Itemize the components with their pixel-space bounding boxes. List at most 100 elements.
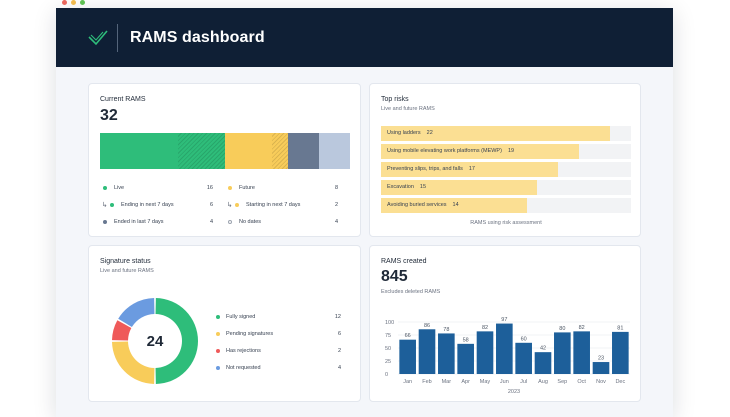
risk-label: Preventing slips, trips, and falls 17 xyxy=(387,166,475,172)
legend-dot-icon xyxy=(216,315,220,319)
legend-item[interactable]: Live 16 xyxy=(100,185,225,191)
stack-segment[interactable] xyxy=(287,133,319,169)
x-tick-label: Jan xyxy=(403,379,412,385)
legend-item[interactable]: Future 8 xyxy=(225,185,350,191)
bar[interactable] xyxy=(476,331,494,374)
risk-label: Excavation 15 xyxy=(387,184,426,190)
y-tick-label: 75 xyxy=(385,333,391,339)
legend-label: Has rejections xyxy=(226,348,261,354)
risk-bar[interactable]: Preventing slips, trips, and falls 17 xyxy=(381,162,631,177)
y-tick-label: 0 xyxy=(385,372,388,378)
bar[interactable] xyxy=(399,339,416,374)
top-risks-card[interactable]: Top risks Live and future RAMS Using lad… xyxy=(369,83,641,237)
bar[interactable] xyxy=(438,333,455,374)
x-tick-label: Nov xyxy=(596,379,606,385)
bar[interactable] xyxy=(554,332,571,374)
legend-dot-icon xyxy=(102,220,107,224)
bar-value-label: 81 xyxy=(617,325,623,331)
legend-label: Not requested xyxy=(226,365,261,371)
sub-arrow-icon: ↳ xyxy=(225,201,241,209)
x-tick-label: Jul xyxy=(520,379,527,385)
legend-dot-icon xyxy=(227,220,232,224)
minimize-dot[interactable] xyxy=(71,0,76,5)
legend-label: Starting in next 7 days xyxy=(246,202,301,208)
legend-marker xyxy=(100,220,109,224)
legend-label: No dates xyxy=(239,219,262,225)
risk-bar-fill xyxy=(381,162,559,177)
stack-segment[interactable] xyxy=(271,133,288,169)
signature-legend-item[interactable]: Pending signatures 6 xyxy=(216,328,341,340)
bar-value-label: 66 xyxy=(405,333,411,339)
donut-slice[interactable] xyxy=(155,298,198,384)
signature-legend-item[interactable]: Fully signed 12 xyxy=(216,311,341,323)
bar[interactable] xyxy=(457,343,474,374)
risk-label: Avoiding buried services 14 xyxy=(387,202,459,208)
risk-bar-fill xyxy=(381,180,538,195)
signature-legend-item[interactable]: Not requested 4 xyxy=(216,362,341,374)
legend-dot-icon xyxy=(235,203,240,207)
x-tick-label: Apr xyxy=(461,379,470,385)
x-tick-label: Sep xyxy=(557,379,567,385)
signature-status-title: Signature status xyxy=(100,258,151,265)
legend-item[interactable]: ↳ Starting in next 7 days 2 xyxy=(225,201,350,209)
risk-label: Using mobile elevating work platforms (M… xyxy=(387,148,514,154)
stack-segment[interactable] xyxy=(178,133,225,169)
bar-value-label: 58 xyxy=(463,337,469,343)
risk-bar[interactable]: Using mobile elevating work platforms (M… xyxy=(381,144,631,159)
dashboard-window: RAMS dashboard Current RAMS 32 Live 16 Fut… xyxy=(56,8,673,417)
signature-donut-chart[interactable]: 24 xyxy=(110,296,200,386)
stack-segment[interactable] xyxy=(100,133,179,169)
page-title: RAMS dashboard xyxy=(130,28,265,46)
risk-bar-fill xyxy=(381,198,527,213)
sub-arrow-icon: ↳ xyxy=(100,201,116,209)
bar[interactable] xyxy=(418,329,436,374)
risk-name: Avoiding buried services xyxy=(387,202,447,208)
signature-legend-item[interactable]: Has rejections 2 xyxy=(216,345,341,357)
signature-status-card[interactable]: Signature status Live and future RAMS 24… xyxy=(88,245,361,402)
rams-created-subtitle: Excludes deleted RAMS xyxy=(381,289,441,295)
bar[interactable] xyxy=(496,323,513,374)
stack-segment[interactable] xyxy=(225,133,272,169)
bar[interactable] xyxy=(515,342,532,374)
header-divider xyxy=(117,23,118,52)
legend-dot-icon xyxy=(110,203,115,207)
bar-value-label: 78 xyxy=(443,327,449,333)
risk-bar[interactable]: Excavation 15 xyxy=(381,180,631,195)
legend-item[interactable]: No dates 4 xyxy=(225,219,350,225)
x-tick-label: Jun xyxy=(500,379,509,385)
bar[interactable] xyxy=(534,352,552,374)
top-risks-list: Using ladders 22 Using mobile elevating wo… xyxy=(381,126,631,216)
legend-value: 16 xyxy=(206,185,213,191)
donut-slice[interactable] xyxy=(112,341,155,384)
risk-bar[interactable]: Avoiding buried services 14 xyxy=(381,198,631,213)
current-rams-card[interactable]: Current RAMS 32 Live 16 Future 8 ↳ Ending in … xyxy=(88,83,361,237)
maximize-dot[interactable] xyxy=(80,0,85,5)
current-rams-stacked-bar[interactable] xyxy=(100,133,350,169)
legend-item[interactable]: Ended in last 7 days 4 xyxy=(100,219,225,225)
stack-segment[interactable] xyxy=(318,133,350,169)
x-axis-label: 2023 xyxy=(508,389,520,395)
bar[interactable] xyxy=(592,362,610,374)
bar[interactable] xyxy=(612,331,629,374)
x-tick-label: Mar xyxy=(442,379,452,385)
top-risks-title: Top risks xyxy=(381,96,409,103)
legend-value: 12 xyxy=(334,314,341,320)
risk-count: 17 xyxy=(468,166,475,172)
rams-created-card[interactable]: RAMS created 845 Excludes deleted RAMS 0… xyxy=(369,245,641,402)
donut-slice[interactable] xyxy=(112,320,132,341)
legend-row: Ended in last 7 days 4 No dates 4 xyxy=(100,216,350,228)
x-tick-label: May xyxy=(480,379,491,385)
legend-value: 4 xyxy=(334,219,338,225)
legend-item[interactable]: ↳ Ending in next 7 days 6 xyxy=(100,201,225,209)
risk-bar-fill xyxy=(381,126,611,141)
y-tick-label: 100 xyxy=(385,320,394,326)
legend-marker xyxy=(225,220,234,224)
close-dot[interactable] xyxy=(62,0,67,5)
x-tick-label: Aug xyxy=(538,379,548,385)
bar[interactable] xyxy=(573,331,590,374)
bar-value-label: 80 xyxy=(559,326,565,332)
risk-bar[interactable]: Using ladders 22 xyxy=(381,126,631,141)
legend-row: ↳ Ending in next 7 days 6 ↳ Starting in next… xyxy=(100,199,350,211)
donut-slice[interactable] xyxy=(118,298,155,328)
legend-label: Future xyxy=(239,185,255,191)
